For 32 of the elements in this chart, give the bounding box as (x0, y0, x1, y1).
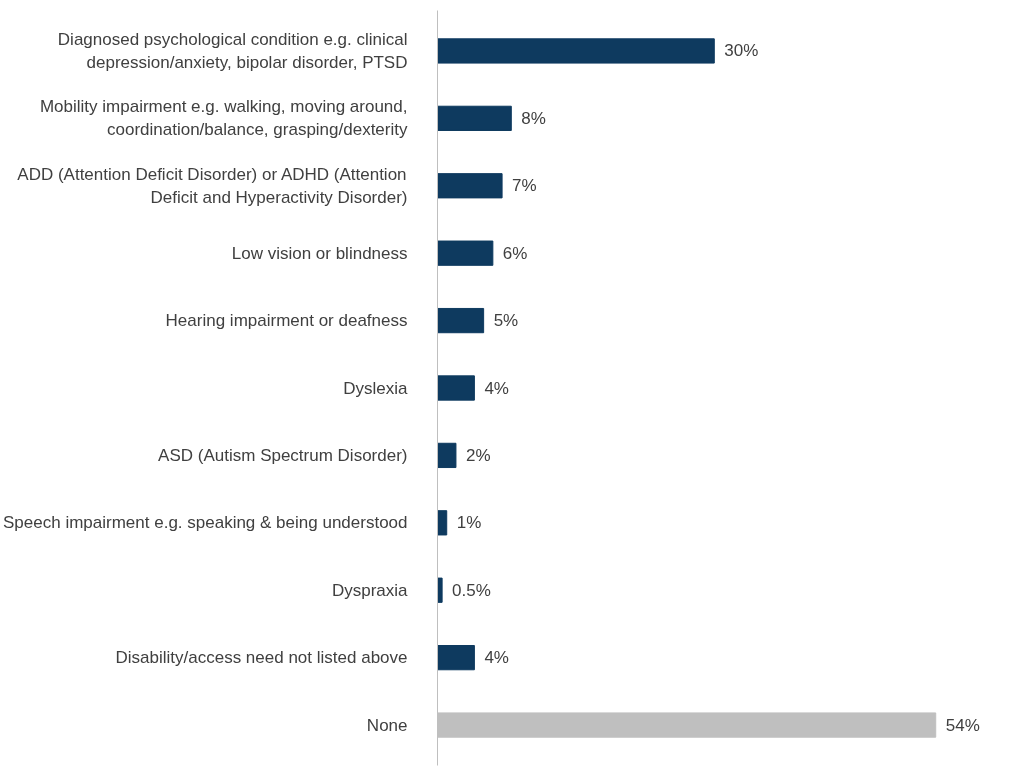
y-tick-label: ASD (Autism Spectrum Disorder) (158, 445, 408, 465)
bar (437, 173, 503, 199)
bar (437, 510, 448, 536)
data-label: 54% (945, 715, 980, 735)
data-label: 30% (724, 41, 759, 61)
bar (437, 307, 485, 334)
data-label: 1% (456, 513, 482, 533)
data-label: 5% (493, 311, 519, 331)
data-label: 6% (502, 243, 528, 263)
y-tick-label: Speech impairment e.g. speaking & being understood (3, 513, 408, 533)
y-tick-label: Hearing impairment or deafness (165, 311, 408, 331)
data-label: 4% (484, 378, 509, 398)
bar (437, 645, 475, 671)
data-label: 7% (512, 176, 537, 196)
data-label: 2% (465, 445, 491, 465)
y-tick-label: Low vision or blindness (231, 243, 408, 263)
bar (437, 240, 494, 266)
y-tick-label: Mobility impairment e.g. walking, moving around, coordination/balance, grasping/dexterity (39, 97, 408, 140)
bar (437, 38, 715, 64)
bar (437, 577, 443, 603)
y-tick-label: Dyspraxia (331, 580, 409, 600)
y-tick-label: Disability/access need not listed above (115, 648, 408, 668)
bar (437, 105, 512, 131)
data-label: 8% (521, 108, 546, 128)
bar (437, 375, 475, 401)
y-tick-label: Dyslexia (343, 378, 409, 398)
y-tick-label: Diagnosed psychological condition e.g. clinical depression/anxiety, bipolar disorder, PTSD (57, 30, 408, 72)
y-tick-label: ADD (Attention Deficit Disorder) or ADHD (Attention Deficit and Hyperactivity Disorder) (17, 164, 408, 207)
data-label: 0.5% (452, 580, 491, 600)
bar (437, 442, 457, 469)
y-tick-label: None (366, 715, 408, 735)
data-label: 4% (484, 648, 509, 668)
